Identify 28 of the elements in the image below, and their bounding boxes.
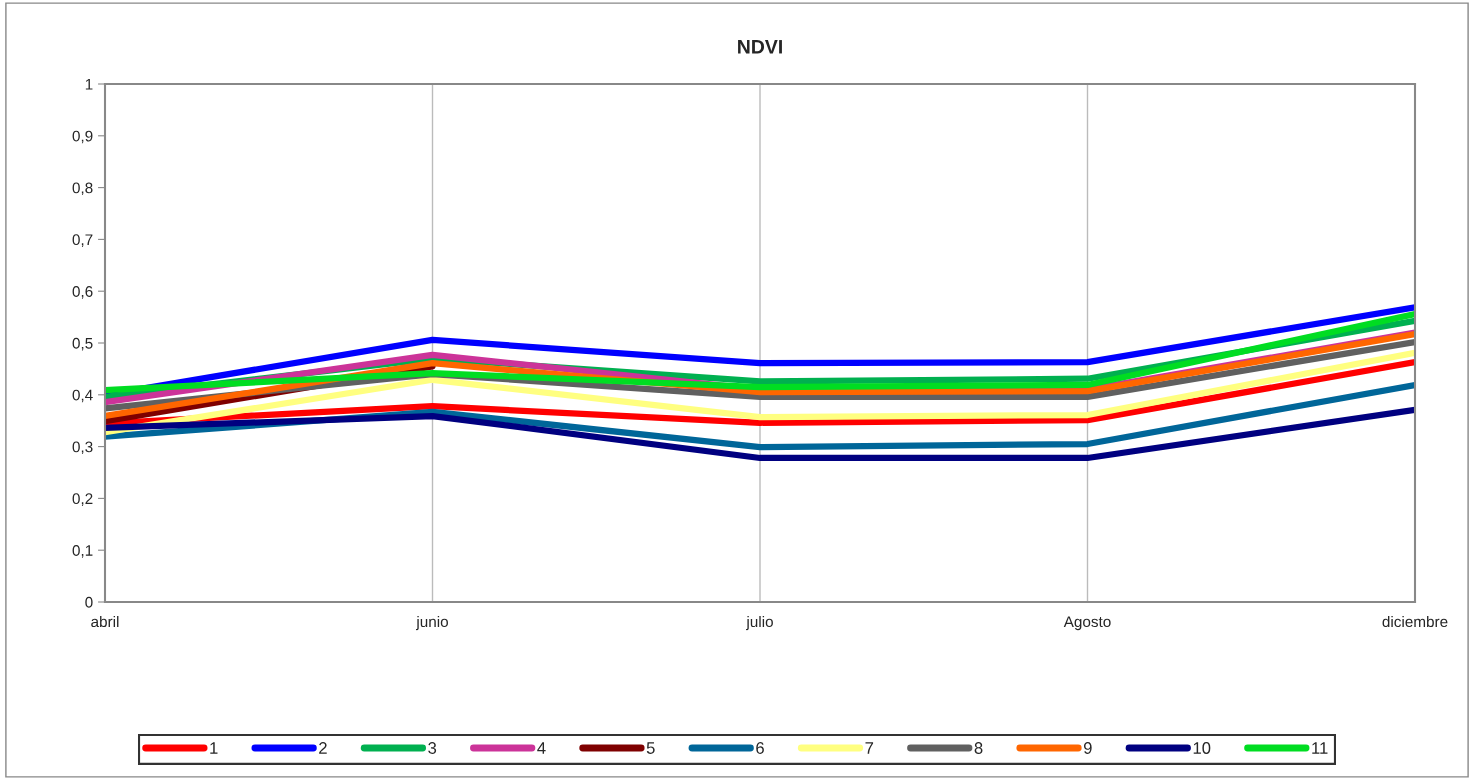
legend-label: 6 [756,742,764,754]
y-tick-label: 0,7 [72,234,93,247]
legend-label: 3 [428,742,437,754]
y-tick-label: 0,1 [72,545,93,558]
legend-label: 9 [1083,742,1092,754]
y-tick-label: 0,9 [72,130,93,144]
y-tick-label: 0,2 [72,493,93,506]
x-tick-label: Agosto [1063,616,1111,631]
y-tick-label: 0 [85,596,93,608]
x-tick-label: diciembre [1382,615,1448,628]
legend-label: 4 [537,742,546,754]
y-tick-label: 0,3 [72,441,93,455]
y-tick-label: 0,4 [72,389,93,403]
legend-label: 11 [1312,742,1328,754]
y-tick-label: 1 [85,79,93,90]
legend-label: 8 [974,742,983,754]
y-tick-label: 0,8 [72,182,93,196]
legend-label: 5 [646,742,655,754]
chart-title: NDVI [738,40,782,54]
legend-label: 1 [210,742,218,754]
x-tick-label: abril [91,615,119,628]
x-tick-label: julio [746,615,773,631]
y-tick-label: 0,6 [72,286,93,299]
x-tick-label: junio [415,615,448,631]
legend-label: 7 [865,742,874,754]
legend-label: 10 [1193,742,1211,754]
legend-label: 2 [319,742,327,754]
y-tick-label: 0,5 [72,337,93,351]
